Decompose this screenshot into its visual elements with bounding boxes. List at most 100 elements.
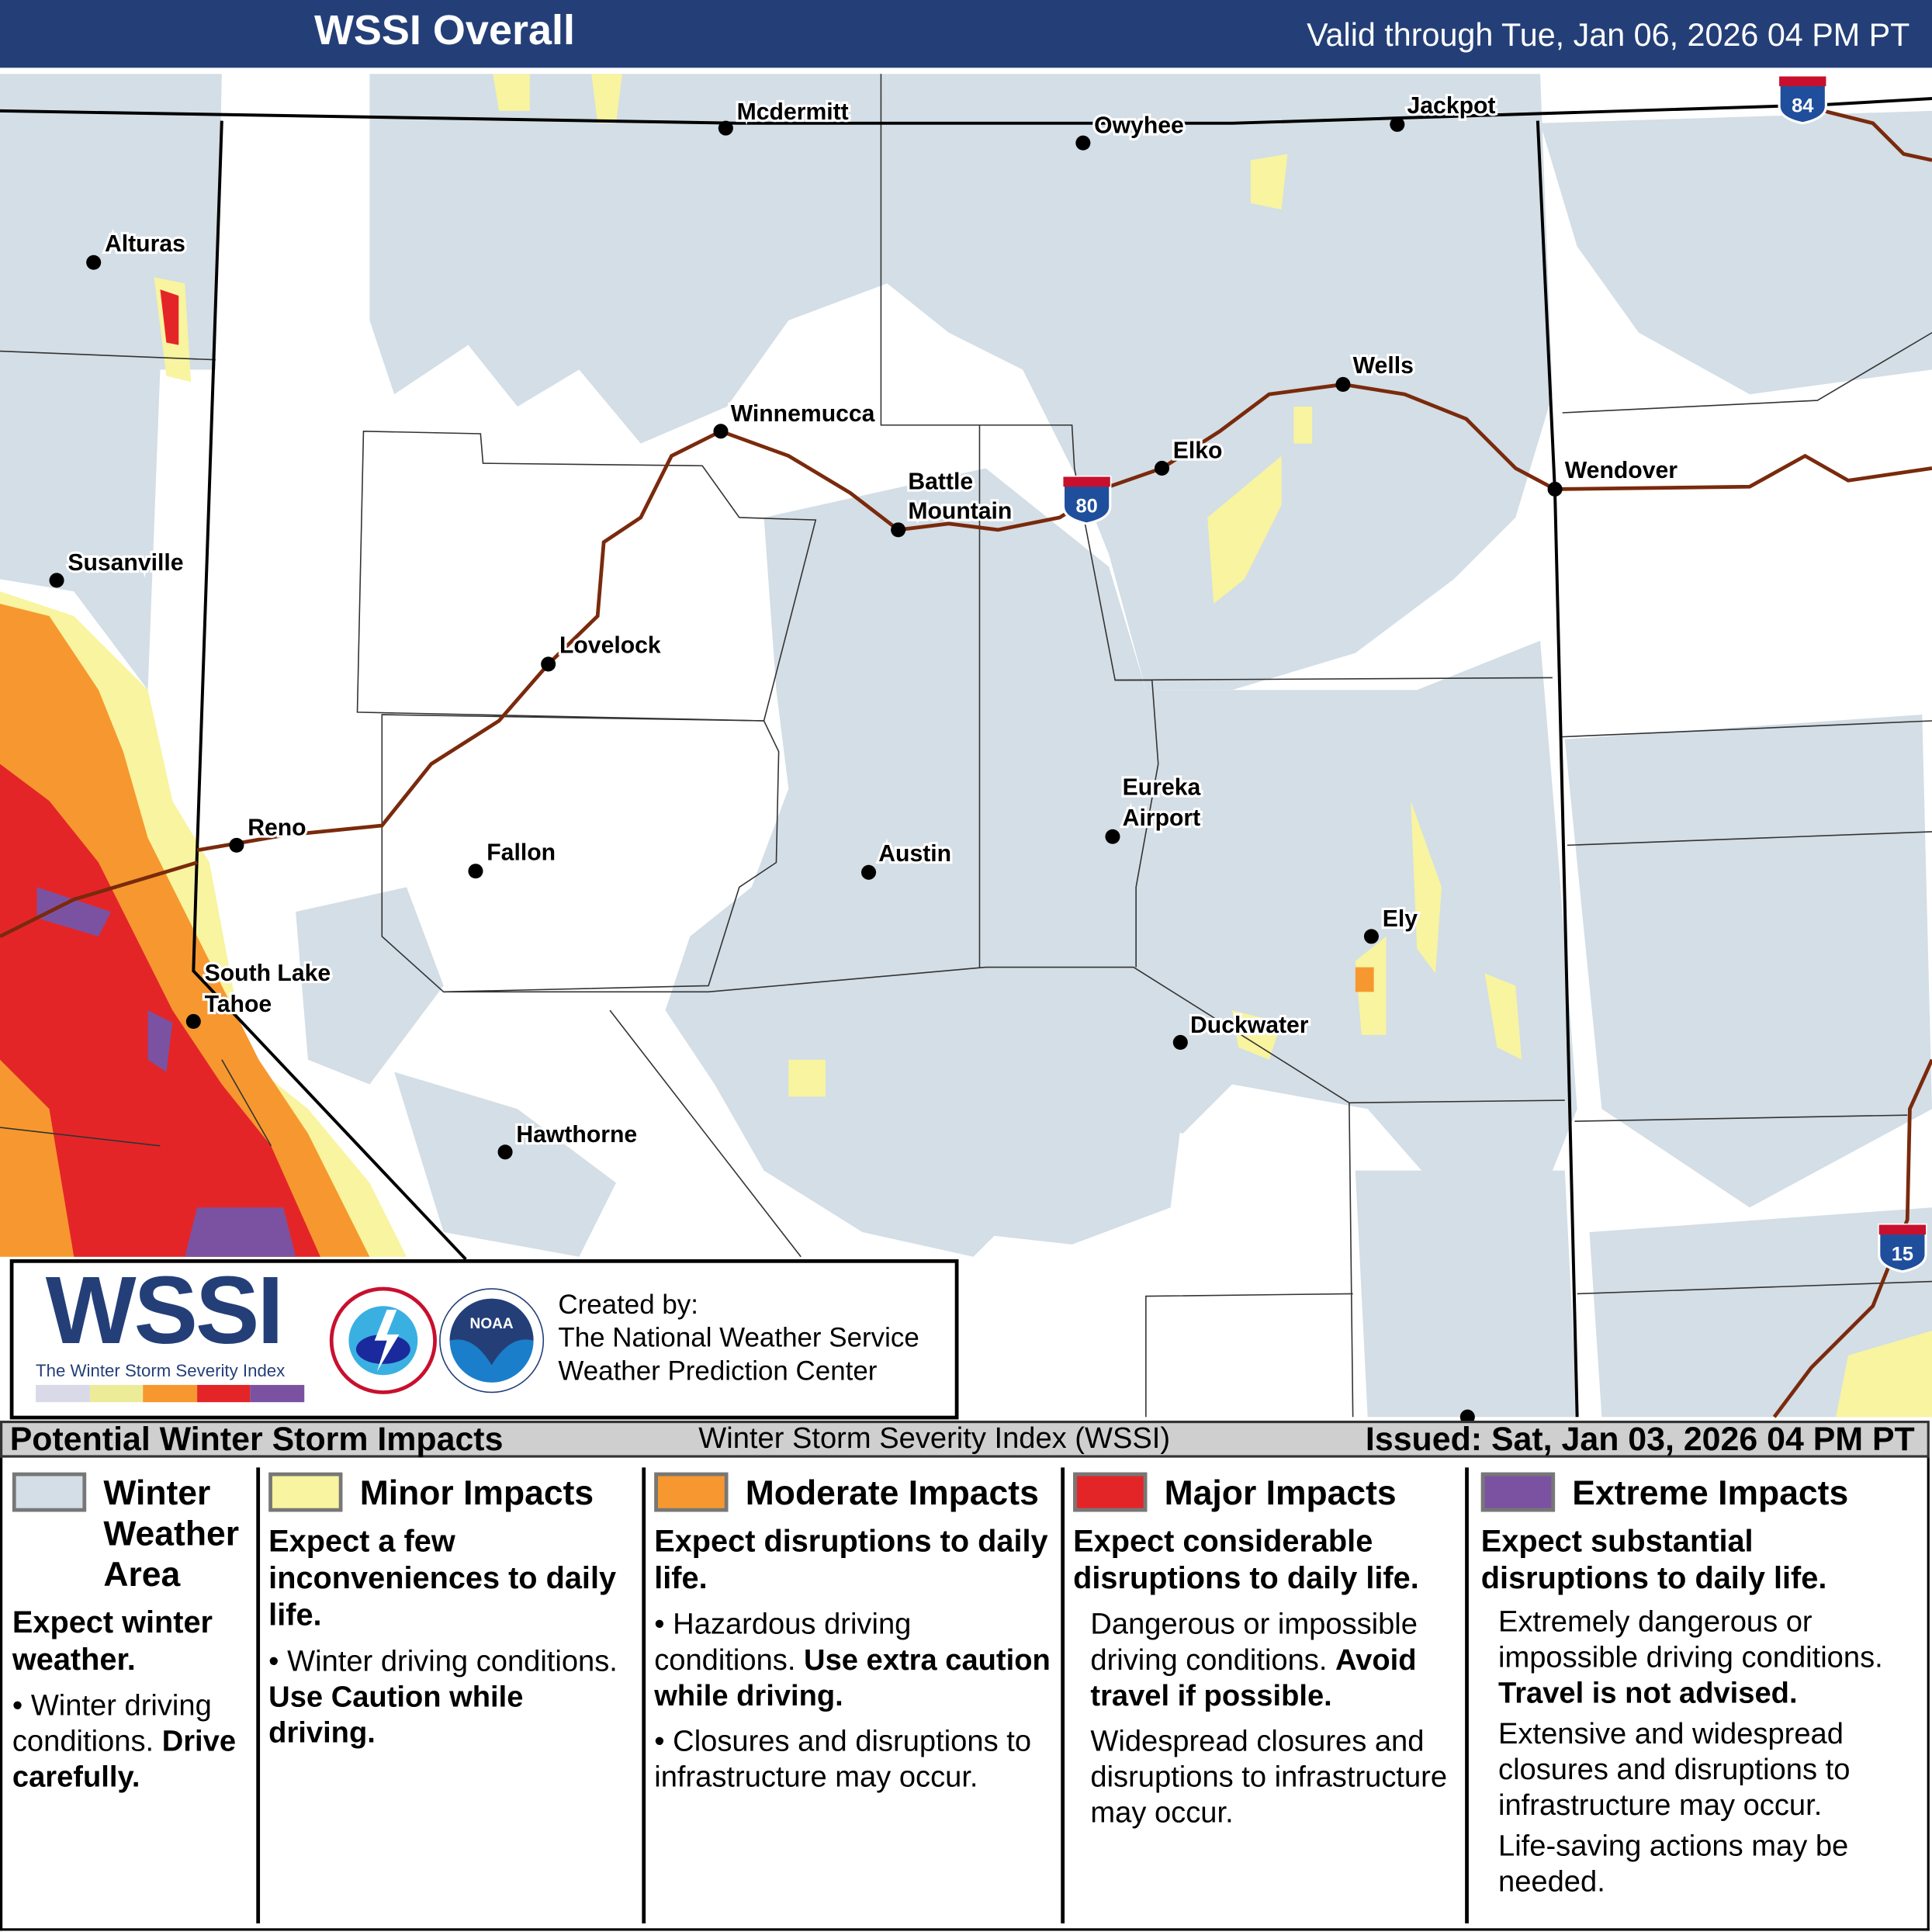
city-dot-mcdermitt [718, 120, 733, 136]
legend-title-extreme: Extreme Impacts [1572, 1473, 1849, 1512]
legend-divider [1465, 1467, 1469, 1923]
legend-divider [642, 1467, 646, 1923]
legend-title-moderate: Moderate Impacts [745, 1473, 1039, 1512]
major-impact-areas [0, 289, 320, 1257]
credits-text: Created by: The National Weather Service… [558, 1287, 919, 1387]
city-label-hawthorne: Hawthorne [516, 1122, 637, 1148]
index-name: Winter Storm Severity Index (WSSI) [698, 1421, 1171, 1456]
legend-text2-extreme: Extensive and widespread closures and di… [1498, 1717, 1851, 1823]
legend-bullet2-moderate: • Closures and disruptions to infrastruc… [654, 1725, 1032, 1795]
legend-lead-extreme: Expect substantial disruptions to daily … [1480, 1524, 1827, 1596]
city-labels: Mcdermitt Owyhee Jackpot Alturas Winnemu… [65, 91, 1680, 1150]
legend-col-moderate: Moderate Impacts Expect disruptions to d… [654, 1458, 1057, 1926]
credits-box: WSSI The Winter Storm Severity Index NOA… [9, 1255, 959, 1420]
city-label-wells: Wells [1353, 353, 1414, 379]
legend-text1-major: Dangerous or impossible driving conditio… [1090, 1608, 1418, 1713]
city-dot-duckwater [1172, 1034, 1188, 1050]
impact-legend: Winter Weather Area Expect winter weathe… [0, 1457, 1930, 1931]
city-label-austin: Austin [878, 841, 951, 867]
legend-lead-winter: Expect winter weather. [12, 1605, 213, 1678]
city-dot-winnemucca [713, 424, 729, 439]
city-label-ely: Ely [1383, 906, 1418, 932]
city-label-lovelock: Lovelock [559, 633, 661, 659]
city-label-winnemucca: Winnemucca [731, 401, 875, 427]
interstate-80-shield: 80 [1061, 475, 1112, 525]
city-label-duckwater: Duckwater [1190, 1013, 1309, 1038]
city-dot-unlabeled [1459, 1409, 1475, 1421]
valid-through: Valid through Tue, Jan 06, 2026 04 PM PT [1307, 16, 1910, 54]
impact-map: Mcdermitt Owyhee Jackpot Alturas Winnemu… [0, 68, 1932, 1421]
extreme-impact-areas [36, 887, 296, 1257]
city-dot-hawthorne [497, 1144, 513, 1160]
city-label-mcdermitt: Mcdermitt [737, 99, 849, 125]
city-label-eureka: Eureka [1123, 774, 1201, 800]
swatch-major [1073, 1472, 1148, 1512]
city-label-elko: Elko [1173, 438, 1223, 464]
wssi-color-bar [36, 1384, 305, 1403]
city-dot-susanville [49, 573, 64, 588]
interstate-15-shield: 15 [1878, 1223, 1927, 1273]
city-dot-elko [1154, 460, 1170, 476]
winter-weather-areas [0, 74, 1932, 1418]
city-label-alturas: Alturas [105, 231, 185, 257]
city-dot-wendover [1547, 481, 1563, 497]
county-lines [0, 74, 1932, 1418]
legend-bullet-minor: • Winter driving conditions. Use Caution… [268, 1644, 618, 1750]
swatch-minor [268, 1472, 343, 1512]
city-label-reno: Reno [248, 815, 306, 841]
city-dot-fallon [468, 864, 483, 879]
city-dot-wells [1335, 376, 1351, 392]
legend-col-major: Major Impacts Expect considerable disrup… [1073, 1458, 1461, 1926]
city-label-mountain: Mountain [908, 499, 1012, 525]
svg-text:80: 80 [1075, 496, 1097, 518]
city-dot-lovelock [541, 656, 556, 672]
city-dot-ely [1363, 929, 1379, 944]
issued-time: Issued: Sat, Jan 03, 2026 04 PM PT [1365, 1420, 1915, 1458]
city-label-owyhee: Owyhee [1094, 113, 1184, 139]
credit-wpc: Weather Prediction Center [558, 1355, 878, 1387]
city-label-wendover: Wendover [1565, 458, 1678, 483]
city-label-tahoe: Tahoe [205, 992, 272, 1017]
city-dot-austin [861, 864, 877, 880]
legend-col-extreme: Extreme Impacts Expect substantial disru… [1480, 1458, 1927, 1926]
legend-header: Potential Winter Storm Impacts Winter St… [0, 1420, 1930, 1458]
city-label-airport: Airport [1123, 805, 1201, 831]
swatch-moderate [654, 1472, 729, 1512]
swatch-extreme [1480, 1472, 1556, 1512]
city-dot-reno [229, 837, 244, 853]
legend-text1-extreme: Extremely dangerous or impossible drivin… [1498, 1605, 1883, 1711]
legend-col-minor: Minor Impacts Expect a few inconvenience… [268, 1458, 638, 1926]
header-bar: WSSI Overall Valid through Tue, Jan 06, … [0, 0, 1932, 68]
wssi-logo: WSSI [45, 1255, 284, 1364]
legend-text2-major: Widespread closures and disruptions to i… [1090, 1725, 1448, 1830]
nws-logo-icon [329, 1286, 437, 1394]
svg-text:15: 15 [1892, 1244, 1913, 1265]
legend-lead-moderate: Expect disruptions to daily life. [654, 1524, 1048, 1596]
legend-title-minor: Minor Impacts [359, 1473, 594, 1512]
city-dot-owyhee [1075, 135, 1091, 151]
created-by-label: Created by: [558, 1289, 698, 1320]
interstate-84-shield: 84 [1778, 74, 1828, 125]
legend-divider [1061, 1467, 1065, 1923]
svg-text:84: 84 [1792, 95, 1813, 117]
city-dot-alturas [86, 254, 102, 270]
legend-text3-extreme: Life-saving actions may be needed. [1498, 1830, 1849, 1899]
city-label-jackpot: Jackpot [1407, 93, 1496, 119]
legend-bullet1-moderate: • Hazardous driving conditions. Use extr… [654, 1608, 1051, 1713]
legend-lead-minor: Expect a few inconveniences to daily lif… [268, 1524, 617, 1633]
legend-title-major: Major Impacts [1164, 1473, 1397, 1512]
city-dot-jackpot [1390, 116, 1405, 132]
legend-lead-major: Expect considerable disruptions to daily… [1073, 1524, 1419, 1596]
city-dot-battle-mountain [891, 522, 906, 538]
city-label-south-lake: South Lake [205, 961, 331, 986]
city-dot-south-lake-tahoe [185, 1013, 201, 1029]
wssi-subtitle: The Winter Storm Severity Index [36, 1360, 286, 1380]
legend-title: Potential Winter Storm Impacts [9, 1420, 504, 1458]
noaa-logo-icon: NOAA [439, 1288, 545, 1394]
city-dot-eureka-airport [1105, 829, 1120, 844]
city-markers [49, 116, 1563, 1421]
swatch-winter [12, 1472, 87, 1512]
city-label-battle: Battle [908, 469, 973, 494]
legend-title-winter: Winter Weather Area [103, 1473, 240, 1594]
